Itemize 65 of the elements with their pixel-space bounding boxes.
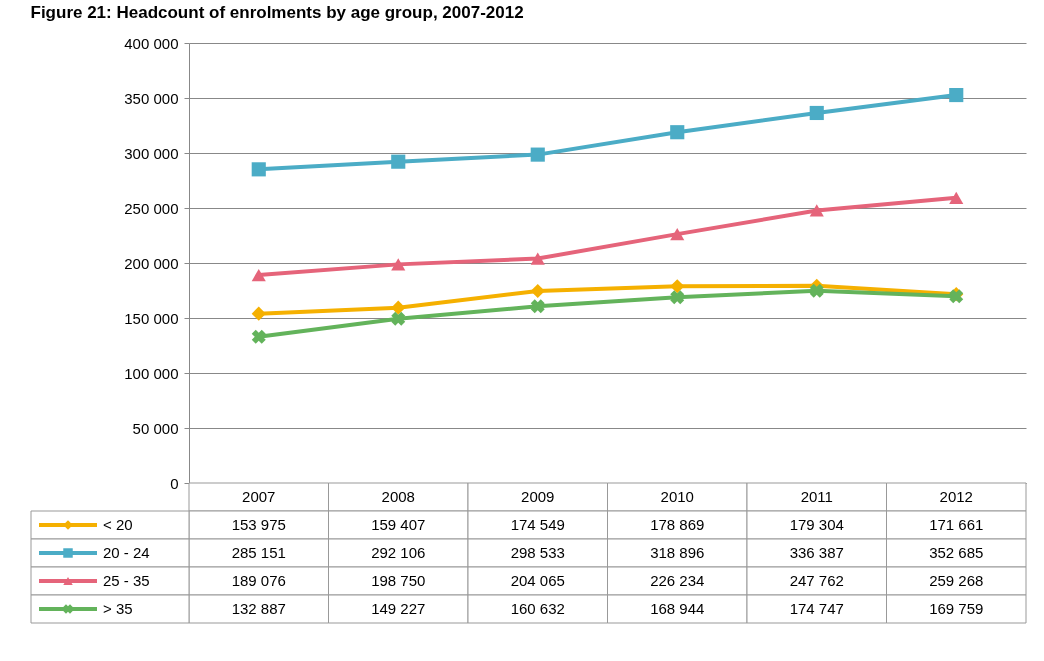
data-label: 352 685 (929, 544, 984, 561)
y-tick-label: 0 (170, 474, 179, 492)
x-tick-label: 2008 (381, 488, 415, 505)
x-tick-label: 2011 (800, 488, 833, 505)
point (251, 268, 266, 282)
data-label: 247 762 (789, 572, 844, 589)
data-label: 169 759 (929, 600, 984, 617)
data-label: 171 661 (929, 516, 984, 533)
point (949, 191, 964, 204)
point (251, 306, 266, 321)
data-label: 204 065 (510, 572, 565, 589)
x-tick-label: 2012 (939, 488, 973, 505)
data-label: 168 944 (650, 600, 705, 617)
data-label: 285 151 (231, 544, 286, 561)
point (391, 311, 406, 326)
point (530, 147, 545, 162)
data-label: 160 632 (510, 600, 565, 617)
x-tick-label: 2009 (521, 488, 555, 505)
data-label: 174 747 (789, 600, 844, 617)
data-label: 298 533 (510, 544, 565, 561)
point (530, 252, 545, 265)
legend-label: < 20 (103, 516, 133, 533)
y-tick-label: 300 000 (124, 144, 179, 162)
point (809, 204, 824, 217)
x-tick-label: 2007 (242, 488, 276, 505)
point (809, 283, 824, 298)
point (391, 300, 406, 315)
data-label: 178 869 (650, 516, 705, 533)
point (670, 290, 685, 305)
y-tick-label: 250 000 (124, 199, 179, 217)
point (391, 258, 406, 271)
point (251, 162, 266, 177)
y-tick-label: 50 000 (132, 419, 179, 437)
y-tick-label: 100 000 (124, 364, 179, 382)
data-label: 179 304 (789, 516, 844, 533)
point (809, 105, 824, 121)
data-label: 318 896 (650, 544, 705, 561)
data-label: 198 750 (371, 572, 426, 589)
y-tick-label: 400 000 (124, 34, 179, 52)
data-label: 189 076 (231, 572, 286, 589)
data-label: 153 975 (231, 516, 286, 533)
data-label: 292 106 (371, 544, 426, 561)
point (949, 87, 964, 103)
point (670, 279, 685, 294)
point (251, 329, 266, 344)
data-label: 336 387 (789, 544, 844, 561)
point (670, 125, 685, 140)
y-tick-label: 200 000 (124, 254, 179, 272)
x-tick-label: 2010 (660, 488, 694, 505)
data-label: 132 887 (231, 600, 286, 617)
data-label: 226 234 (650, 572, 705, 589)
legend-label: 25 - 35 (103, 572, 150, 589)
data-label: 149 227 (371, 600, 426, 617)
point (670, 228, 685, 241)
legend-label: 20 - 24 (103, 544, 150, 561)
legend-label: > 35 (103, 600, 133, 617)
chart-title: Figure 21: Headcount of enrolments by age group, 2007-2012 (30, 3, 524, 22)
data-label: 159 407 (371, 516, 426, 533)
point (530, 299, 545, 314)
data-label: 259 268 (929, 572, 984, 589)
data-label: 174 549 (510, 516, 565, 533)
point (391, 154, 406, 169)
y-tick-label: 150 000 (124, 309, 179, 327)
point (530, 283, 545, 299)
y-tick-label: 350 000 (124, 89, 179, 107)
